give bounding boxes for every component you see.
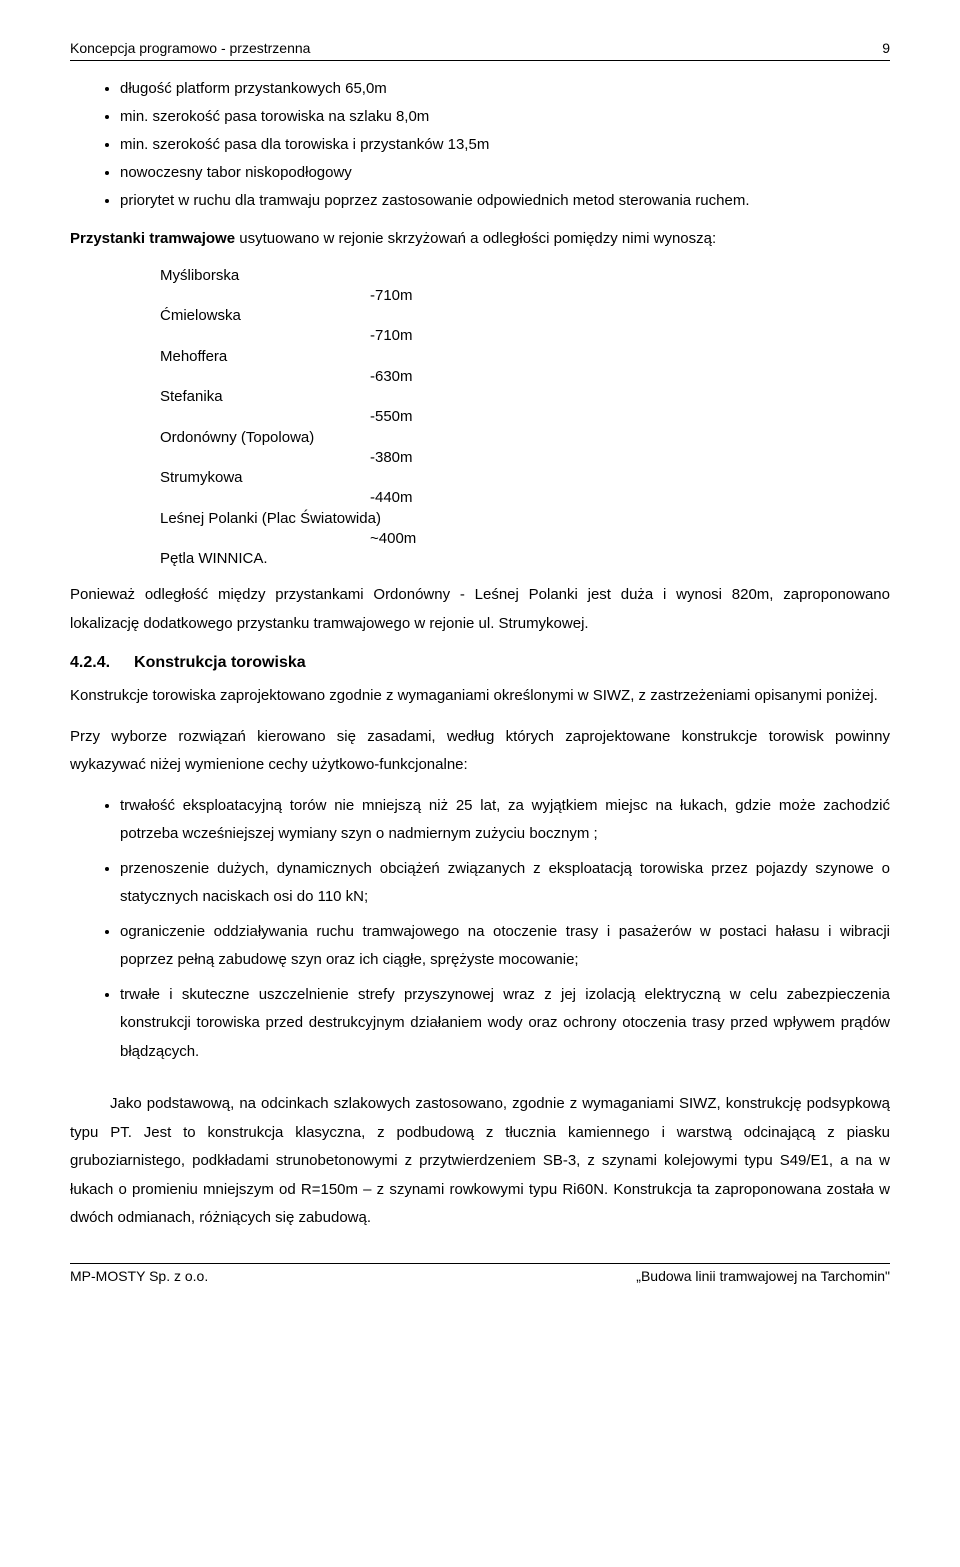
section-heading: 4.2.4. Konstrukcja torowiska: [70, 654, 890, 672]
stop-name: Strumykowa: [160, 468, 890, 488]
list-item: priorytet w ruchu dla tramwaju poprzez z…: [120, 189, 890, 213]
section-title: Konstrukcja torowiska: [134, 654, 306, 671]
stop-name: Leśnej Polanki (Plac Światowida): [160, 509, 890, 529]
stop-distance: ~400m: [370, 529, 890, 549]
stop-distance: -380m: [370, 448, 890, 468]
stop-name: Pętla WINNICA.: [160, 549, 890, 569]
stop-distance: -630m: [370, 367, 890, 387]
paragraph-after-stops: Ponieważ odległość między przystankami O…: [70, 581, 890, 638]
stops-intro: Przystanki tramwajowe usytuowano w rejon…: [70, 225, 890, 254]
stop-name: Mehoffera: [160, 347, 890, 367]
stops-intro-rest: usytuowano w rejonie skrzyżowań a odległ…: [235, 230, 716, 247]
stop-name: Myśliborska: [160, 266, 890, 286]
section-paragraph-1: Konstrukcje torowiska zaprojektowano zgo…: [70, 682, 890, 711]
list-item: przenoszenie dużych, dynamicznych obciąż…: [120, 855, 890, 912]
list-item: nowoczesny tabor niskopodłogowy: [120, 161, 890, 185]
list-item: min. szerokość pasa torowiska na szlaku …: [120, 105, 890, 129]
footer-left: MP-MOSTY Sp. z o.o.: [70, 1268, 208, 1284]
page-header: Koncepcja programowo - przestrzenna 9: [70, 40, 890, 61]
stop-distance: -710m: [370, 326, 890, 346]
footer-right: „Budowa linii tramwajowej na Tarchomin": [636, 1268, 890, 1284]
stop-distance: -440m: [370, 488, 890, 508]
stop-name: Stefanika: [160, 387, 890, 407]
stop-distance: -710m: [370, 286, 890, 306]
header-left: Koncepcja programowo - przestrzenna: [70, 40, 310, 56]
stop-distance: -550m: [370, 407, 890, 427]
stop-name: Ordonówny (Topolowa): [160, 428, 890, 448]
page-footer: MP-MOSTY Sp. z o.o. „Budowa linii tramwa…: [70, 1263, 890, 1284]
stop-name: Ćmielowska: [160, 306, 890, 326]
top-bullet-list: długość platform przystankowych 65,0m mi…: [70, 77, 890, 213]
section-paragraph-2: Przy wyborze rozwiązań kierowano się zas…: [70, 723, 890, 780]
list-item: długość platform przystankowych 65,0m: [120, 77, 890, 101]
section-number: 4.2.4.: [70, 654, 110, 671]
stops-list: Myśliborska -710m Ćmielowska -710m Mehof…: [160, 266, 890, 570]
list-item: ograniczenie oddziaływania ruchu tramwaj…: [120, 918, 890, 975]
stops-intro-bold: Przystanki tramwajowe: [70, 230, 235, 247]
list-item: min. szerokość pasa dla torowiska i przy…: [120, 133, 890, 157]
list-item: trwałe i skuteczne uszczelnienie strefy …: [120, 981, 890, 1067]
header-page-number: 9: [882, 40, 890, 56]
spec-bullet-list: trwałość eksploatacyjną torów nie mniejs…: [70, 792, 890, 1067]
list-item: trwałość eksploatacyjną torów nie mniejs…: [120, 792, 890, 849]
final-paragraph: Jako podstawową, na odcinkach szlakowych…: [70, 1090, 890, 1233]
